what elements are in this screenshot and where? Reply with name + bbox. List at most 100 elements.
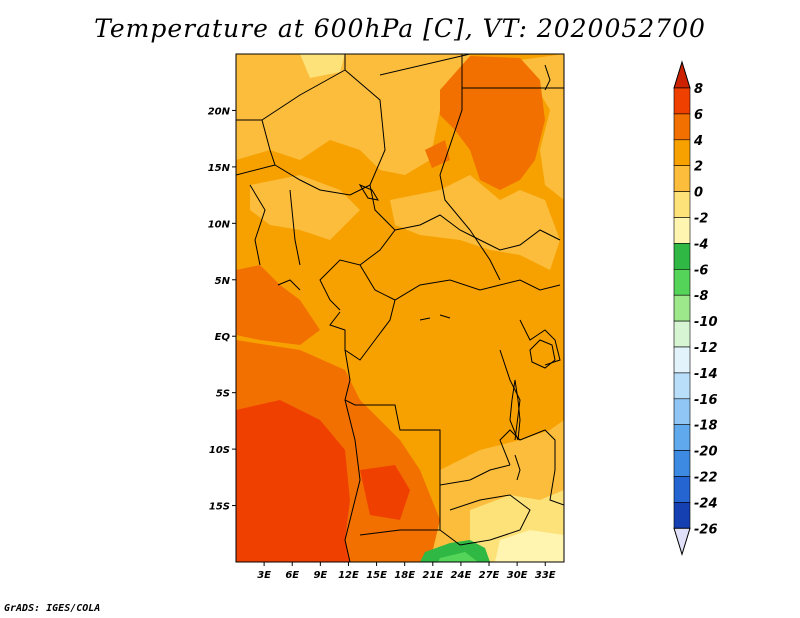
colorbar-segment [673,165,691,192]
colorbar-segment [673,320,691,348]
colorbar-label: -10 [694,315,718,330]
colorbar-label: -12 [694,341,718,356]
colorbar-segment [673,243,691,270]
colorbar-under-triangle [673,527,691,557]
lat-tick-label: 5S [216,389,230,400]
lake-outline [439,314,451,319]
colorbar-segment [673,398,691,425]
field-6-to-8-southwest [236,400,350,562]
longitude-axis: 3E 6E 9E 12E 15E 18E 21E 24E 27E 30E 33E [257,562,556,581]
border-line [344,69,386,186]
lake-outline [544,64,551,91]
colorbar-label: -16 [694,393,718,408]
colorbar-segment [673,346,691,374]
border-line [358,183,380,201]
field-4-to-6-northeast [440,56,545,190]
colorbar-segment [673,502,691,529]
border-line [439,494,531,546]
field-minus8-to-minus6 [438,552,478,562]
lat-tick-label: 5N [215,276,231,287]
lat-tick-label: 10S [209,445,230,456]
border-line [439,54,501,281]
colorbar-label: 4 [693,134,703,149]
border-line [344,399,361,562]
border-line [329,299,396,361]
field-0-to-2-north [236,54,470,175]
field-minus2-to-0-northwest [300,54,345,78]
colorbar-segment [673,191,691,218]
colorbar-label: -26 [694,522,718,537]
border-line [499,429,564,506]
border-line [519,319,561,366]
colorbar-label: -2 [694,212,708,227]
field-0-to-2-sahel [250,175,360,240]
lon-tick-label: 15E [366,570,387,581]
lat-tick-label: EQ [215,332,231,343]
lon-tick-label: 18E [394,570,415,581]
colorbar-label: -8 [694,289,708,304]
lake-outline [514,454,521,481]
colorbar-segment [673,139,691,167]
field-0-to-2-east [520,54,564,200]
lon-tick-label: 3E [257,570,271,581]
colorbar-label: -20 [694,445,718,460]
field-4-to-6-northeast-small [425,140,450,168]
latitude-axis: 20N 15N 10N 5N EQ 5S 10S 15S [208,106,236,513]
colorbar-segment [673,450,691,477]
lat-tick-label: 15S [209,502,230,513]
colorbar-label: 8 [694,82,703,97]
lat-tick-label: 20N [208,106,231,117]
border-line [236,119,276,176]
colorbar-label: -14 [694,367,718,382]
lon-tick-label: 6E [285,570,299,581]
lon-tick-label: 30E [507,570,528,581]
border-line [249,184,266,266]
lat-tick-label: 15N [208,163,231,174]
country-borders [236,54,564,562]
field-minus4-to-minus2-southeast [495,530,564,562]
colorbar-segment [673,372,691,400]
lon-tick-label: 21E [422,570,443,581]
colorbar-segment [673,113,691,141]
lon-tick-label: 9E [313,570,327,581]
border-line [394,214,561,251]
border-line [277,279,301,291]
colorbar: 8 6 4 2 0 -2 -4 -6 -8 -10 -12 -14 -16 -18 -20 -22 -24 -26 [673,60,718,557]
lat-tick-label: 10N [208,219,231,230]
border-line [261,54,346,121]
colorbar-segment [673,424,691,451]
lake-outline [529,339,556,369]
field-6-to-8-blob [360,465,410,520]
field-minus6-to-minus4 [420,540,490,562]
colorbar-label: -4 [694,237,708,252]
border-line [379,54,471,76]
colorbar-segment [673,294,691,322]
lon-tick-label: 27E [479,570,500,581]
lon-tick-label: 33E [535,570,556,581]
colorbar-label: 2 [694,160,703,175]
lake-outline [509,379,521,441]
colorbar-segment [673,268,691,296]
lon-tick-label: 12E [338,570,359,581]
map-frame [235,53,565,563]
field-0-to-2-central [390,175,560,270]
lon-tick-label: 24E [451,570,472,581]
colorbar-label: -6 [694,263,708,278]
colorbar-label: -24 [694,496,718,511]
colorbar-label: -18 [694,419,718,434]
border-line [499,349,521,441]
border-line [344,349,441,485]
colorbar-segment [673,476,691,503]
colorbar-segment [673,87,691,115]
border-line [274,164,371,196]
border-line [289,189,301,266]
colorbar-label: -22 [694,471,718,486]
colorbar-segment [673,217,691,244]
chart-title: Temperature at 600hPa [C], VT: 202005270… [94,14,706,43]
border-line [359,464,511,536]
colorbar-label: 6 [694,108,703,123]
credit-text: GrADS: IGES/COLA [4,603,101,614]
temperature-field [236,54,564,562]
field-4-to-6-west-strip [236,265,320,345]
